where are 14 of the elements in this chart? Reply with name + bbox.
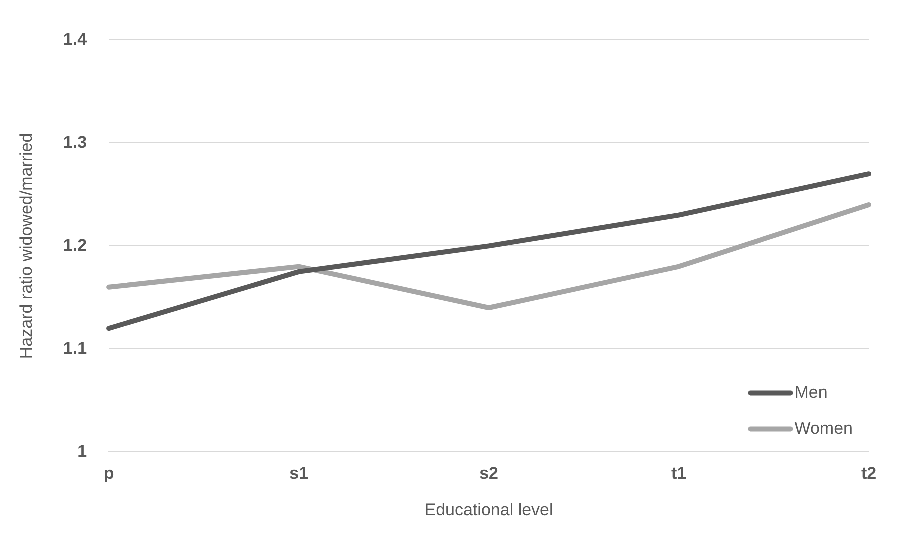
x-tick-label: p — [104, 464, 114, 484]
legend-label: Women — [794, 418, 853, 438]
y-axis-title: Hazard ratio widowed/married — [16, 133, 36, 360]
y-tick-label: 1.2 — [63, 236, 88, 255]
x-tick-label: s1 — [290, 464, 308, 484]
y-tick-label: 1.3 — [63, 132, 88, 152]
y-tick-label: 1.4 — [63, 30, 88, 49]
x-tick-label: t1 — [671, 464, 687, 484]
y-tick-label: 1.1 — [63, 338, 88, 358]
x-tick-label: t2 — [861, 464, 877, 484]
x-tick-label: s2 — [480, 464, 498, 484]
x-axis-title: Educational level — [424, 500, 554, 520]
legend-label: Men — [794, 382, 828, 402]
y-tick-label: 1 — [78, 442, 88, 461]
